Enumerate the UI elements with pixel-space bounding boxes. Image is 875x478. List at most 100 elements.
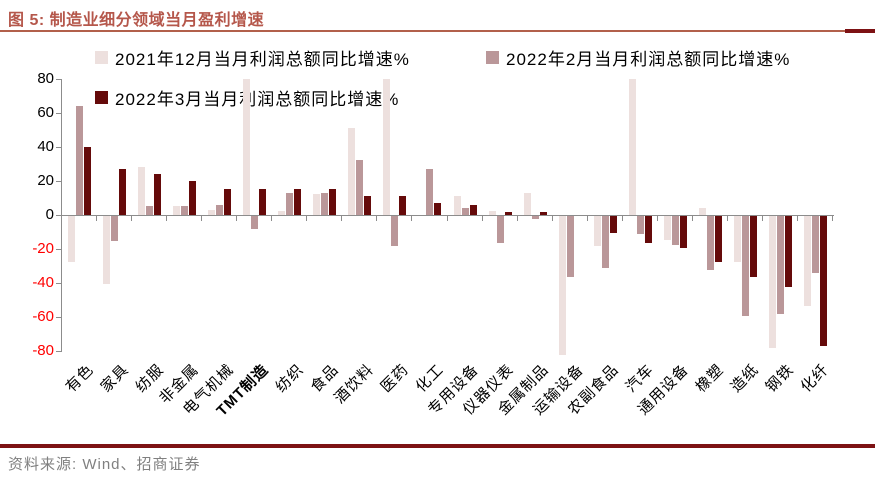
y-axis-tick: [56, 180, 61, 182]
bar-有色-s2: [84, 146, 92, 215]
bar-专用设备-s2: [469, 204, 477, 215]
x-axis-tick: [446, 215, 448, 221]
x-axis-label: 有色: [62, 361, 97, 396]
chart-title: 图 5: 制造业细分领域当月盈利增速: [8, 12, 265, 29]
bar-家具-s0: [103, 215, 111, 284]
legend-item-2022-02: 2022年2月当月利润总额同比增速%: [486, 45, 790, 70]
legend-label: 2022年2月当月利润总额同比增速%: [506, 50, 791, 69]
bar-有色-s1: [76, 106, 84, 215]
bar-农副食品-s1: [601, 215, 609, 269]
legend-item-2021-12: 2021年12月当月利润总额同比增速%: [95, 45, 410, 70]
y-axis-label: 80: [37, 70, 54, 87]
bar-食品-s2: [329, 189, 337, 215]
y-axis-label: 40: [37, 137, 54, 155]
x-axis-tick: [236, 215, 238, 221]
bar-电气机械-s0: [208, 209, 216, 215]
bar-纺织-s2: [294, 189, 302, 215]
bar-医药-s2: [399, 196, 407, 215]
y-axis-tick: [56, 214, 61, 216]
x-axis-tick: [761, 215, 763, 221]
bar-仪器仪表-s1: [496, 215, 504, 243]
y-axis-label: -20: [32, 239, 54, 257]
bar-TMT制造-s2: [259, 189, 267, 215]
x-axis-tick: [656, 215, 658, 221]
x-axis-tick: [621, 215, 623, 221]
y-axis-label: -40: [32, 273, 54, 291]
x-axis-tick: [341, 215, 343, 221]
legend-item-2022-03: 2022年3月当月利润总额同比增速%: [95, 85, 399, 110]
bar-TMT制造-s1: [251, 215, 259, 230]
bar-纺织-s0: [278, 211, 286, 215]
bar-金属制品-s2: [539, 212, 547, 215]
bar-化工-s2: [434, 202, 442, 215]
bar-非金属-s1: [181, 206, 189, 215]
bar-金属制品-s0: [523, 192, 531, 215]
x-axis-tick: [481, 215, 483, 221]
bar-医药-s0: [383, 79, 391, 215]
bar-TMT制造-s0: [243, 79, 251, 215]
x-axis-tick: [96, 215, 98, 221]
x-axis-tick: [166, 215, 168, 221]
y-axis-tick: [56, 316, 61, 318]
footer-rule: [0, 444, 875, 448]
x-axis-tick: [832, 215, 833, 221]
bar-非金属-s0: [173, 206, 181, 215]
x-axis-label: 纺织: [272, 361, 307, 396]
x-axis-tick: [586, 215, 588, 221]
bar-化纤-s2: [819, 215, 827, 347]
bar-食品-s0: [313, 194, 321, 215]
bar-化工-s1: [426, 168, 434, 215]
legend-label: 2021年12月当月利润总额同比增速%: [115, 50, 410, 69]
bar-金属制品-s1: [531, 215, 539, 220]
x-axis-tick: [201, 215, 203, 221]
bar-钢铁-s0: [768, 215, 776, 349]
y-axis-label: 60: [37, 103, 54, 121]
legend-label: 2022年3月当月利润总额同比增速%: [115, 90, 400, 109]
bar-纺织-s1: [286, 192, 294, 215]
legend-swatch-icon: [95, 51, 108, 64]
x-axis-tick: [271, 215, 273, 221]
y-axis-tick: [56, 282, 61, 284]
y-axis-tick: [56, 112, 61, 114]
x-axis-label: 家具: [97, 361, 132, 396]
bar-橡塑-s1: [706, 215, 714, 271]
x-axis-tick: [516, 215, 518, 221]
y-axis-tick: [56, 79, 61, 80]
legend-swatch-icon: [486, 51, 499, 64]
bar-运输设备-s1: [566, 215, 574, 277]
bar-电气机械-s1: [216, 204, 224, 215]
bar-农副食品-s2: [609, 215, 617, 233]
x-axis-tick: [411, 215, 413, 221]
bar-汽车-s1: [636, 215, 644, 235]
bar-酒饮料-s2: [364, 196, 372, 215]
bar-酒饮料-s0: [348, 128, 356, 215]
x-axis-tick: [796, 215, 798, 221]
bar-专用设备-s1: [461, 207, 469, 215]
bar-通用设备-s1: [671, 215, 679, 245]
y-axis-label: -60: [32, 307, 54, 325]
bar-纺服-s0: [138, 167, 146, 215]
bar-造纸-s2: [749, 215, 757, 277]
bar-食品-s1: [321, 192, 329, 215]
bar-汽车-s0: [628, 79, 636, 215]
bar-农副食品-s0: [593, 215, 601, 247]
bar-纺服-s2: [154, 174, 162, 215]
x-axis-tick: [691, 215, 693, 221]
y-axis-label: 20: [37, 171, 54, 189]
bar-造纸-s1: [741, 215, 749, 316]
bar-通用设备-s2: [679, 215, 687, 248]
bar-电气机械-s2: [224, 189, 232, 215]
legend-swatch-icon: [95, 91, 108, 104]
bar-纺服-s1: [146, 206, 154, 215]
bar-专用设备-s0: [453, 196, 461, 215]
y-axis-label: 0: [45, 205, 54, 223]
bar-仪器仪表-s0: [488, 211, 496, 215]
y-axis-label: -80: [32, 341, 54, 359]
bar-橡塑-s2: [714, 215, 722, 262]
x-axis-label: 化纤: [798, 361, 833, 396]
bar-家具-s2: [119, 168, 127, 215]
x-axis-tick: [376, 215, 378, 221]
y-axis-tick: [56, 146, 61, 148]
bar-运输设备-s0: [558, 215, 566, 355]
